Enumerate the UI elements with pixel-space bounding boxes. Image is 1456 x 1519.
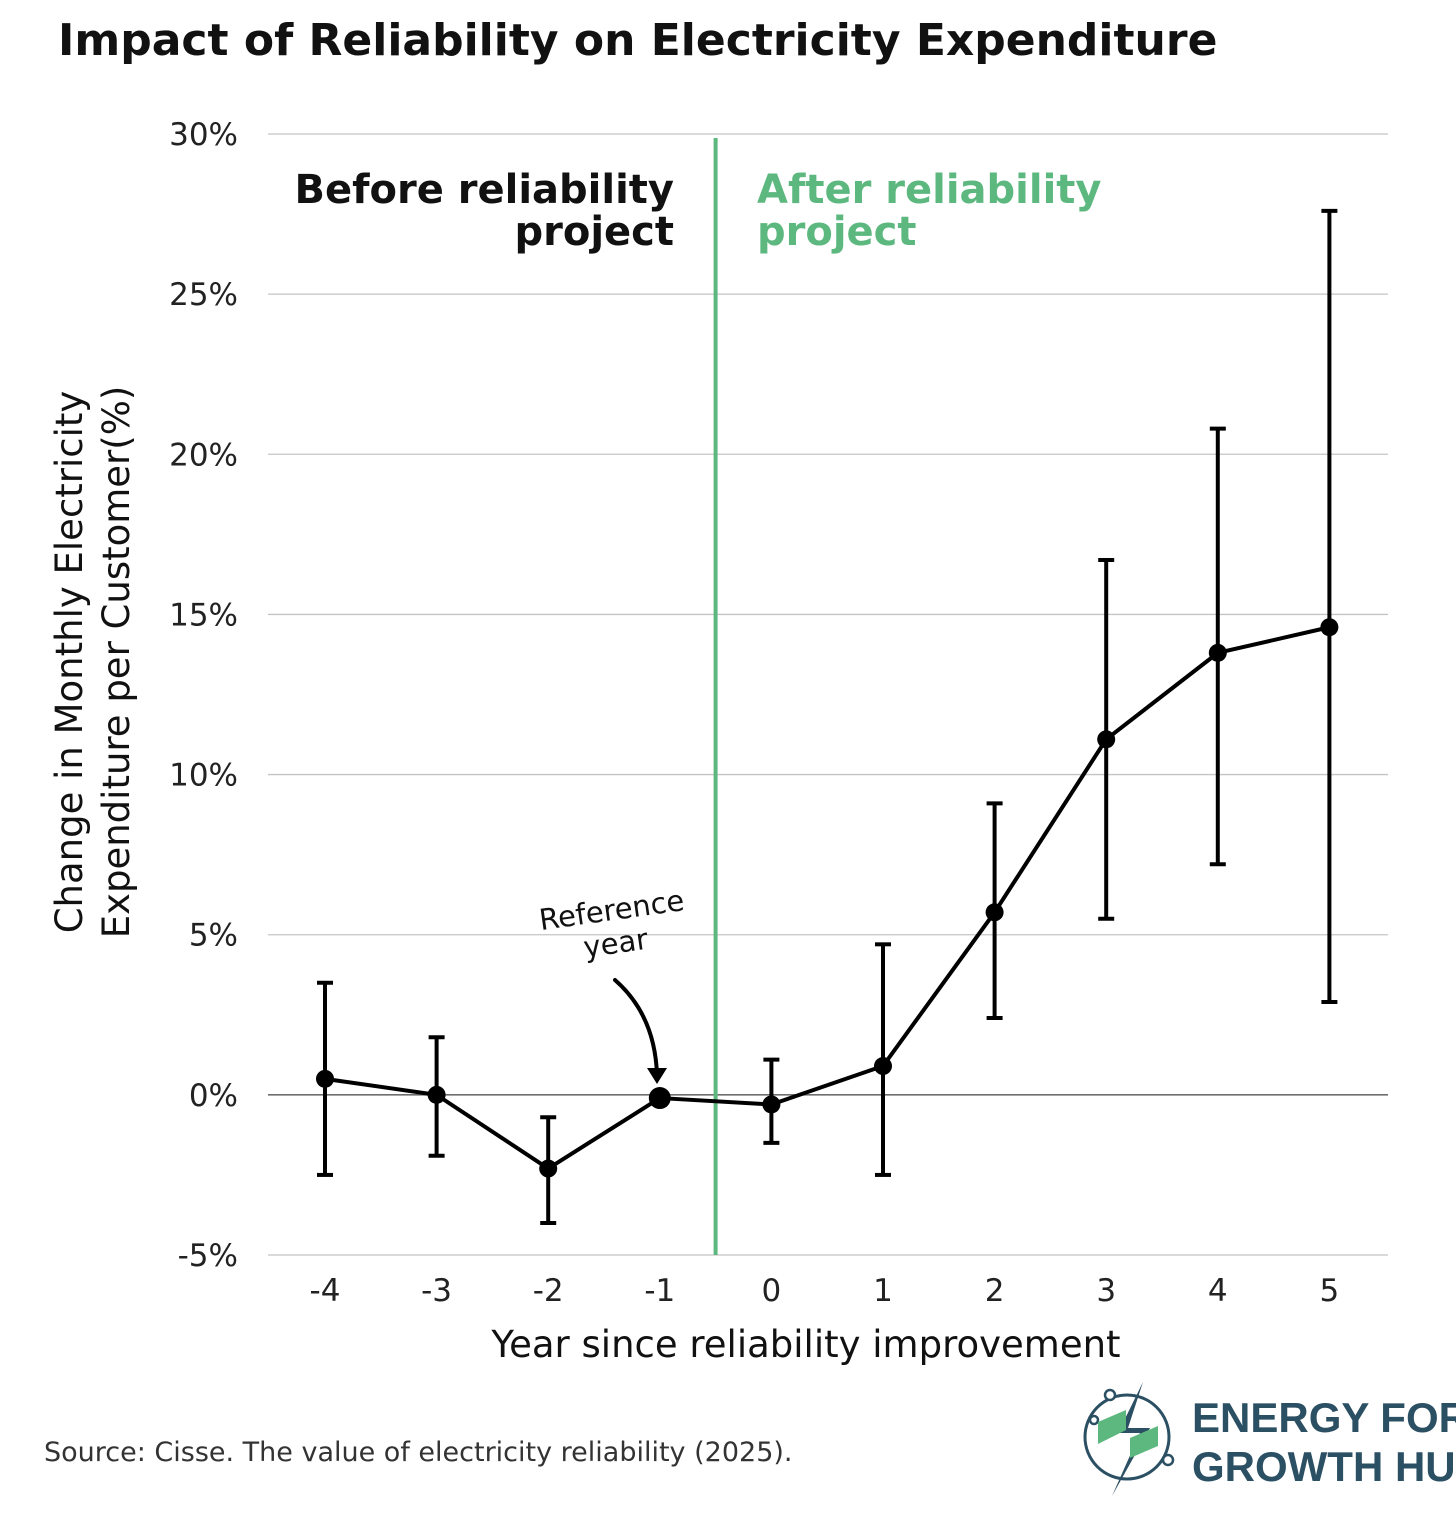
data-point bbox=[316, 1069, 334, 1088]
gridlines bbox=[268, 133, 1388, 1256]
arrow-head-icon bbox=[647, 1068, 667, 1084]
y-tick-label: 5% bbox=[189, 918, 238, 954]
data-points bbox=[316, 618, 1339, 1178]
y-axis-title: Change in Monthly Electricity bbox=[48, 391, 91, 934]
series-line bbox=[324, 625, 1330, 1171]
data-point bbox=[1208, 643, 1227, 662]
y-tick-label: -5% bbox=[178, 1238, 238, 1274]
before-region-label-2: project bbox=[514, 209, 674, 255]
data-point bbox=[648, 1087, 671, 1110]
y-axis-ticks: -5% 0% 5% 10% 15% 20% 25% 30% bbox=[169, 117, 238, 1274]
reference-annotation: Reference year bbox=[537, 883, 686, 1084]
data-point bbox=[985, 903, 1004, 922]
y-tick-label: 20% bbox=[169, 437, 238, 473]
x-tick-label: 1 bbox=[873, 1273, 893, 1309]
annotation-arrow bbox=[613, 978, 659, 1077]
y-tick-label: 15% bbox=[169, 597, 238, 633]
data-point bbox=[539, 1159, 558, 1178]
data-point bbox=[1097, 730, 1116, 749]
x-axis-title: Year since reliability improvement bbox=[490, 1323, 1120, 1366]
after-region-label: After reliability bbox=[757, 167, 1102, 213]
brand-logo: ENERGY FOR GROWTH HUB bbox=[1083, 1382, 1456, 1496]
x-tick-label: -4 bbox=[310, 1273, 341, 1309]
data-point bbox=[762, 1095, 781, 1114]
x-tick-label: 2 bbox=[985, 1273, 1005, 1309]
after-region-label-2: project bbox=[757, 209, 917, 255]
brand-name-2: GROWTH HUB bbox=[1192, 1443, 1456, 1490]
data-point bbox=[1320, 618, 1339, 637]
brand-name: ENERGY FOR bbox=[1192, 1394, 1456, 1441]
x-tick-label: -1 bbox=[644, 1273, 675, 1309]
data-point bbox=[427, 1085, 446, 1104]
y-axis-title-2: Expenditure per Customer(%) bbox=[95, 386, 138, 939]
x-axis-ticks: -4 -3 -2 -1 0 1 2 3 4 5 bbox=[310, 1273, 1340, 1309]
y-tick-label: 30% bbox=[169, 117, 238, 153]
data-point bbox=[874, 1057, 892, 1076]
chart-title: Impact of Reliability on Electricity Exp… bbox=[58, 15, 1217, 66]
source-note: Source: Cisse. The value of electricity … bbox=[44, 1437, 793, 1468]
x-tick-label: -3 bbox=[421, 1273, 452, 1309]
x-tick-label: 5 bbox=[1320, 1273, 1340, 1309]
x-tick-label: 3 bbox=[1096, 1273, 1116, 1309]
y-tick-label: 10% bbox=[169, 758, 238, 794]
x-tick-label: -2 bbox=[533, 1273, 564, 1309]
x-tick-label: 0 bbox=[762, 1273, 782, 1309]
x-tick-label: 4 bbox=[1208, 1273, 1228, 1309]
error-bars bbox=[317, 208, 1338, 1225]
y-tick-label: 25% bbox=[169, 277, 238, 313]
logo-icon bbox=[1083, 1382, 1175, 1496]
y-tick-label: 0% bbox=[189, 1078, 238, 1114]
before-region-label: Before reliability bbox=[294, 167, 674, 213]
